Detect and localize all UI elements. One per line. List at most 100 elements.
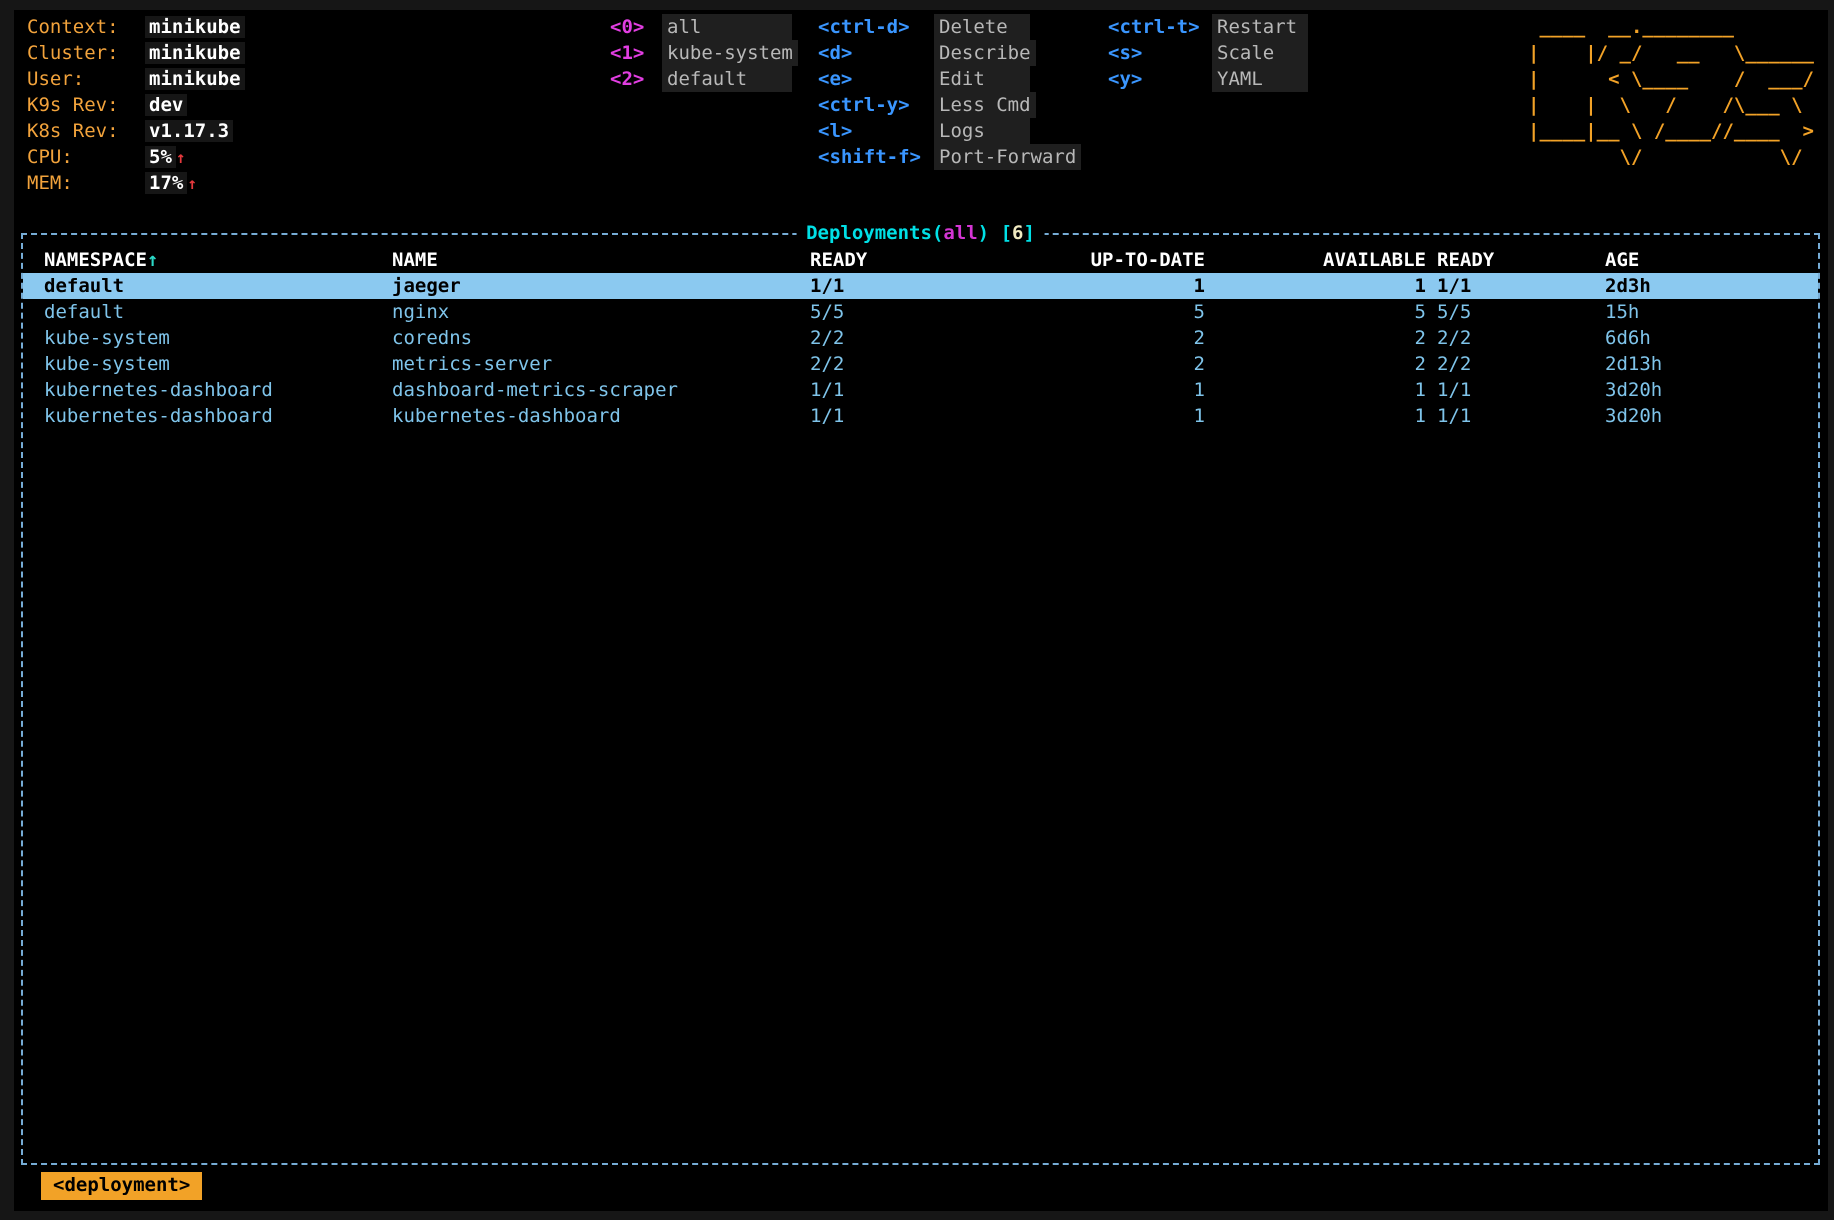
menu-item[interactable]: <d> Describe [818, 40, 1081, 66]
menu-item[interactable]: <l> Logs [818, 118, 1081, 144]
hotkey-menu-secondary: <ctrl-t> Restart <s> Scale <y> YAML [1108, 14, 1308, 92]
shortcut-key: <0> [610, 16, 645, 38]
breadcrumb: <deployment> [41, 1172, 203, 1200]
info-row: User: minikube [27, 66, 245, 92]
info-row: MEM: 17% ↑ [27, 170, 245, 196]
up-arrow-icon: ↑ [175, 148, 186, 167]
shortcut-key: <1> [610, 42, 645, 64]
column-header-name[interactable]: NAME [392, 249, 438, 271]
cell-age: 3d20h [1605, 405, 1663, 427]
cell-up-to-date: 1 [1193, 275, 1205, 297]
info-label: CPU: [27, 146, 73, 168]
table-row[interactable]: kubernetes-dashboard kubernetes-dashboard… [23, 403, 1818, 429]
cell-age: 3d20h [1605, 379, 1663, 401]
info-value: dev [145, 94, 188, 116]
cell-namespace: kube-system [44, 353, 170, 375]
cell-ready: 1/1 [810, 405, 845, 427]
cell-name: dashboard-metrics-scraper [392, 379, 678, 401]
info-row: K8s Rev: v1.17.3 [27, 118, 245, 144]
info-value: v1.17.3 [145, 120, 234, 142]
info-value: 5% [145, 146, 176, 168]
info-row: K9s Rev: dev [27, 92, 245, 118]
info-label: K8s Rev: [27, 120, 119, 142]
info-label: K9s Rev: [27, 94, 119, 116]
title-close-paren: ) [977, 222, 1001, 244]
deployments-panel: Deployments(all) [6] NAMESPACE↑ NAME REA… [21, 220, 1820, 1165]
menu-key: <ctrl-y> [818, 94, 910, 116]
table-body: default jaeger 1/1 1 1 1/1 2d3h default nginx 5/5… [23, 273, 1818, 429]
cell-name: nginx [392, 301, 450, 323]
cell-available: 2 [1414, 327, 1426, 349]
title-bracket-open: [ [1000, 222, 1013, 244]
menu-item[interactable]: <e> Edit [818, 66, 1081, 92]
column-header-up-to-date[interactable]: UP-TO-DATE [1090, 249, 1205, 271]
menu-label: Logs [934, 118, 1030, 144]
column-header-age[interactable]: AGE [1605, 249, 1640, 271]
namespace-shortcut[interactable]: <1> kube-system [610, 40, 798, 66]
namespace-shortcut[interactable]: <2> default [610, 66, 798, 92]
resource-count: 6 [1012, 222, 1024, 244]
menu-label: Restart [1212, 14, 1308, 40]
info-row: Cluster: minikube [27, 40, 245, 66]
column-header-namespace[interactable]: NAMESPACE↑ [44, 249, 159, 271]
menu-item[interactable]: <y> YAML [1108, 66, 1308, 92]
info-label: Context: [27, 16, 119, 38]
menu-item[interactable]: <s> Scale [1108, 40, 1308, 66]
table-header-row: NAMESPACE↑ NAME READY UP-TO-DATE AVAILAB… [23, 247, 1818, 273]
cell-name: metrics-server [392, 353, 553, 375]
menu-key: <e> [818, 68, 853, 90]
title-resource: Deployments( [806, 222, 944, 244]
cell-ready2: 1/1 [1437, 405, 1472, 427]
menu-label: Edit [934, 66, 1030, 92]
info-label: Cluster: [27, 42, 119, 64]
table-row[interactable]: kube-system metrics-server 2/2 2 2 2/2 2d13h [23, 351, 1818, 377]
menu-key: <l> [818, 120, 853, 142]
cell-available: 1 [1414, 379, 1426, 401]
k9s-logo: ____ __.________ | |/ _/ __ \______ | < … [1528, 16, 1814, 168]
menu-label: Describe [934, 40, 1036, 66]
table-row[interactable]: default jaeger 1/1 1 1 1/1 2d3h [23, 273, 1818, 299]
menu-label: YAML [1212, 66, 1308, 92]
column-header-available[interactable]: AVAILABLE [1323, 249, 1426, 271]
cell-ready2: 2/2 [1437, 353, 1472, 375]
menu-label: Less Cmd [934, 92, 1036, 118]
panel-title: Deployments(all) [6] [796, 220, 1045, 246]
cell-available: 1 [1414, 405, 1426, 427]
cell-namespace: kube-system [44, 327, 170, 349]
cell-up-to-date: 2 [1193, 353, 1205, 375]
menu-key: <y> [1108, 68, 1143, 90]
cell-age: 15h [1605, 301, 1640, 323]
cell-namespace: kubernetes-dashboard [44, 405, 273, 427]
info-label: User: [27, 68, 85, 90]
info-label: MEM: [27, 172, 73, 194]
cell-available: 1 [1414, 275, 1426, 297]
shortcut-label: all [662, 14, 792, 40]
cell-ready: 1/1 [810, 379, 845, 401]
table-row[interactable]: kubernetes-dashboard dashboard-metrics-sc… [23, 377, 1818, 403]
table-row[interactable]: kube-system coredns 2/2 2 2 2/2 6d6h [23, 325, 1818, 351]
menu-item[interactable]: <ctrl-t> Restart [1108, 14, 1308, 40]
menu-key: <s> [1108, 42, 1143, 64]
cell-available: 2 [1414, 353, 1426, 375]
hotkey-menu-primary: <ctrl-d> Delete <d> Describe <e> Edit <ctrl-y>… [818, 14, 1082, 170]
info-value: minikube [145, 68, 245, 90]
terminal-window: Context: minikube Cluster: minikube User: min… [14, 10, 1828, 1211]
cell-ready: 1/1 [810, 275, 845, 297]
cell-name: kubernetes-dashboard [392, 405, 621, 427]
menu-label: Port-Forward [934, 144, 1082, 170]
info-row: CPU: 5% ↑ [27, 144, 245, 170]
table-row[interactable]: default nginx 5/5 5 5 5/5 15h [23, 299, 1818, 325]
menu-item[interactable]: <shift-f> Port-Forward [818, 144, 1082, 170]
menu-label: Scale [1212, 40, 1308, 66]
menu-item[interactable]: <ctrl-d> Delete [818, 14, 1081, 40]
cell-up-to-date: 1 [1193, 379, 1205, 401]
menu-item[interactable]: <ctrl-y> Less Cmd [818, 92, 1081, 118]
namespace-shortcuts: <0> all <1> kube-system <2> default [610, 14, 798, 92]
shortcut-key: <2> [610, 68, 645, 90]
shortcut-label: kube-system [662, 40, 798, 66]
namespace-shortcut[interactable]: <0> all [610, 14, 798, 40]
column-header-ready[interactable]: READY [810, 249, 868, 271]
cell-up-to-date: 2 [1193, 327, 1205, 349]
column-header-ready2[interactable]: READY [1437, 249, 1495, 271]
cell-ready: 2/2 [810, 327, 845, 349]
